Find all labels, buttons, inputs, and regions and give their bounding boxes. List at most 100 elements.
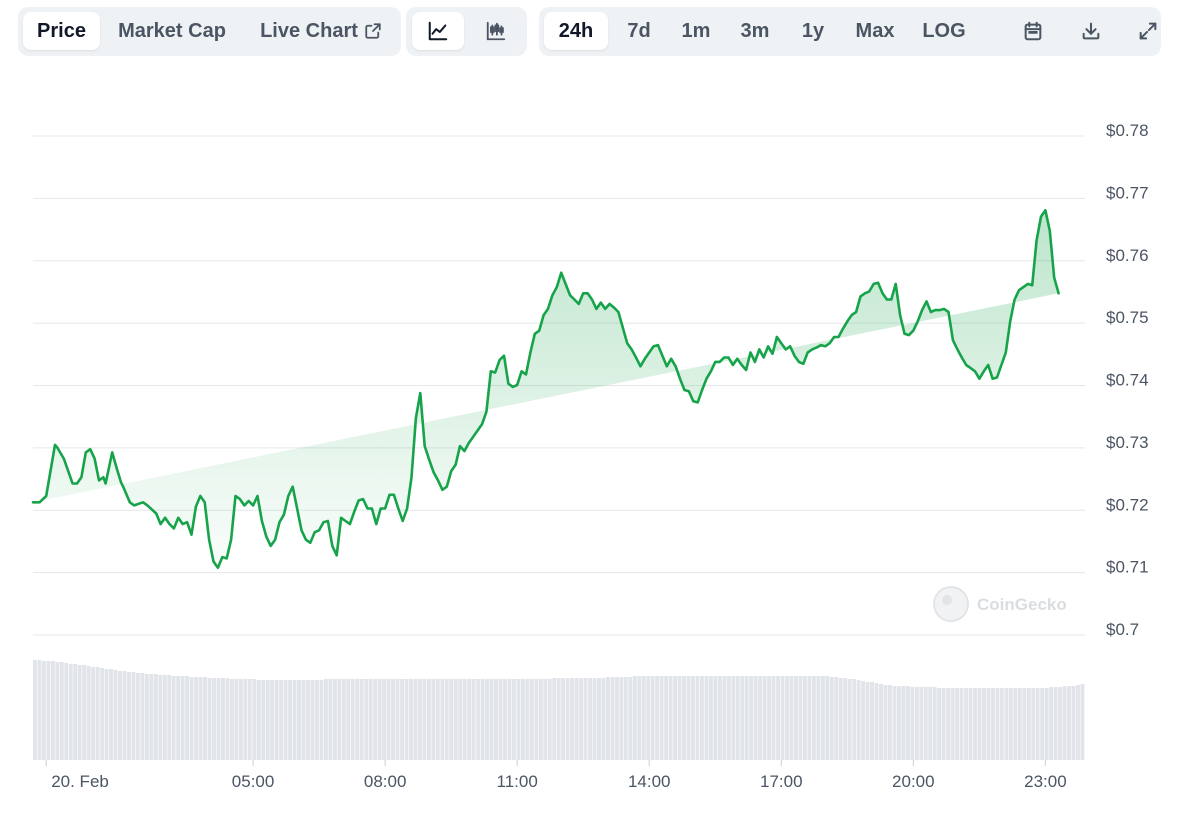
volume-bar [964, 688, 969, 760]
volume-bar [1035, 688, 1040, 760]
volume-bar [404, 679, 409, 760]
volume-bar [704, 676, 709, 760]
volume-bar [422, 679, 427, 760]
volume-bar [127, 672, 131, 760]
volume-bar [229, 679, 234, 760]
volume-bar [279, 680, 284, 760]
volume-bar [686, 676, 691, 760]
volume-bar [646, 676, 651, 760]
volume-bar [135, 673, 140, 760]
volume-bar [946, 688, 951, 760]
volume-bar [297, 680, 301, 760]
volume-bar [431, 679, 436, 760]
volume-bar [762, 676, 767, 760]
tab-price[interactable]: Price [23, 12, 100, 50]
y-tick-label: $0.74 [1106, 371, 1149, 390]
volume-bar [1022, 688, 1027, 760]
range-1m[interactable]: 1m [681, 19, 711, 42]
line-chart-button[interactable] [412, 12, 464, 50]
volume-bar [46, 661, 51, 760]
volume-bar [1008, 688, 1013, 760]
line-chart-icon [428, 21, 448, 41]
volume-bar [41, 661, 46, 760]
volume-bar [834, 677, 839, 760]
fullscreen-button[interactable] [1124, 12, 1172, 50]
volume-bar [409, 679, 413, 760]
volume-bar [1062, 686, 1067, 760]
volume-bar [194, 677, 199, 760]
range-max[interactable]: Max [855, 19, 895, 42]
y-axis-labels: $0.78 $0.77 $0.76 $0.75 $0.74 $0.73 $0.72 $0.71… [1106, 121, 1149, 639]
volume-bar [623, 677, 628, 760]
volume-bar [109, 669, 113, 760]
volume-bar [619, 677, 624, 760]
volume-bar [261, 680, 266, 760]
volume-bar [852, 679, 857, 760]
volume-bar [932, 687, 937, 760]
tab-market-cap[interactable]: Market Cap [118, 19, 226, 42]
volume-bar [189, 677, 194, 760]
calendar-button[interactable] [1009, 12, 1057, 50]
volume-bar [489, 679, 494, 760]
volume-bar [283, 680, 288, 760]
volume-bar [516, 679, 521, 760]
volume-bar [950, 688, 955, 760]
volume-bar [776, 676, 780, 760]
volume-bar [637, 676, 642, 760]
range-7d[interactable]: 7d [627, 19, 651, 42]
volume-bar [520, 679, 525, 760]
volume-bar [413, 679, 418, 760]
volume-bar [1049, 687, 1054, 760]
price-line [31, 209, 1060, 569]
volume-bar [538, 679, 543, 760]
volume-bar [574, 678, 579, 760]
volume-bar [256, 680, 261, 760]
volume-bar [144, 674, 149, 760]
volume-bar [77, 665, 82, 760]
volume-bar [33, 660, 37, 760]
volume-bar [588, 678, 592, 760]
volume-bar [874, 683, 879, 760]
y-tick-label: $0.7 [1106, 620, 1139, 639]
volume-bar [50, 661, 55, 760]
volume-bar [959, 688, 964, 760]
volume-bar [695, 676, 700, 760]
volume-bar [207, 678, 212, 760]
volume-bar [37, 660, 42, 760]
candlestick-chart-button[interactable] [470, 12, 522, 50]
volume-bar [735, 676, 740, 760]
x-axis-labels: 20. Feb 05:00 08:00 11:00 14:00 17:00 20:00 23:… [45, 760, 1067, 791]
volume-bar [167, 675, 172, 760]
log-scale-button[interactable]: LOG [922, 19, 966, 42]
volume-bar [238, 679, 243, 760]
range-24h[interactable]: 24h [544, 12, 608, 50]
volume-bar [382, 679, 387, 760]
volume-bar [467, 679, 472, 760]
x-tick-label: 17:00 [760, 772, 803, 791]
volume-bar [1026, 688, 1031, 760]
volume-bar [180, 676, 185, 760]
volume-bar [708, 676, 713, 760]
volume-bar [794, 676, 798, 760]
volume-bar [968, 688, 973, 760]
volume-bar [480, 679, 485, 760]
volume-bar [771, 676, 776, 760]
volume-bar [341, 679, 346, 760]
volume-bar [310, 680, 315, 760]
volume-bar [131, 672, 136, 760]
range-1y[interactable]: 1y [801, 19, 825, 42]
range-3m[interactable]: 3m [740, 19, 770, 42]
volume-bar [937, 688, 942, 760]
volume-bar [100, 668, 105, 760]
volume-bar [753, 676, 758, 760]
download-icon [1082, 22, 1100, 40]
x-tick-label: 20. Feb [51, 772, 109, 791]
volume-bar [1040, 688, 1045, 760]
volume-bar [1071, 686, 1076, 760]
volume-bar [811, 676, 816, 760]
volume-bar [1013, 688, 1018, 760]
tab-live-chart[interactable]: Live Chart [246, 12, 396, 50]
volume-bar [856, 680, 861, 760]
download-button[interactable] [1067, 12, 1115, 50]
volume-bar [400, 679, 404, 760]
